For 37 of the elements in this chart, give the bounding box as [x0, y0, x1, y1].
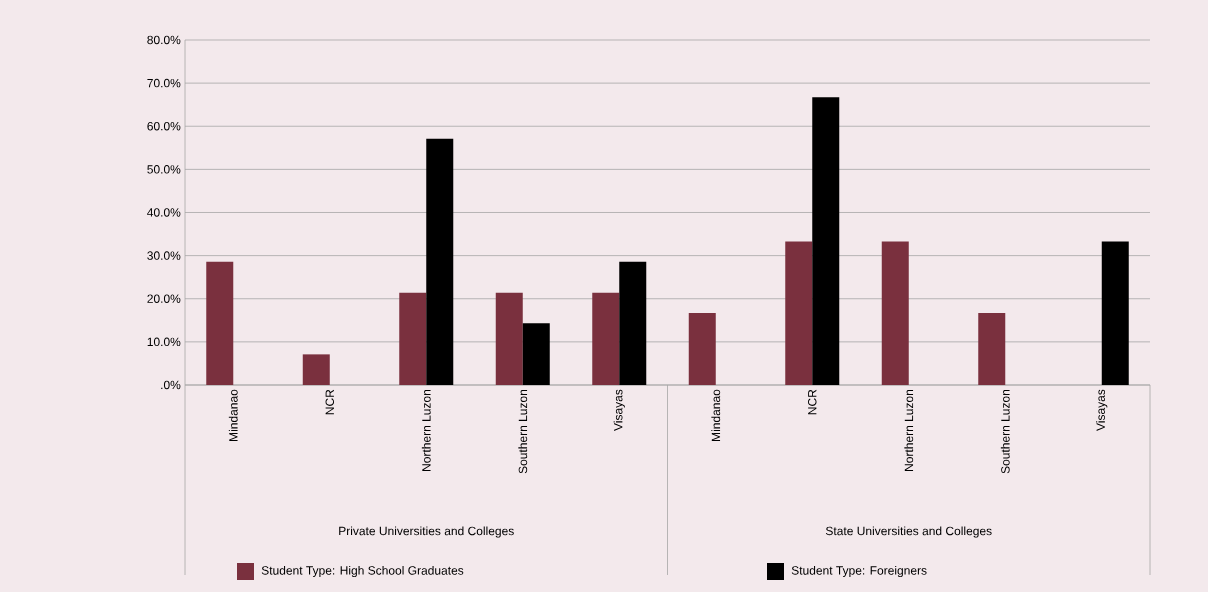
- bar: [495, 292, 523, 385]
- x-tick-label: Southern Luzon: [518, 389, 528, 474]
- text: Private Universities and Colleges: [339, 526, 514, 538]
- bar: [206, 261, 234, 385]
- x-tick-label: NCR: [808, 389, 817, 415]
- bar: [399, 292, 427, 385]
- x-tick-label: Visayas: [1096, 389, 1108, 431]
- y-tick-label: 10.0%: [147, 337, 181, 347]
- y-tick-label: 20.0%: [147, 294, 181, 303]
- x-tick-label: Mindanao: [711, 389, 721, 441]
- bar: [978, 312, 1006, 385]
- x-tick-label: Northern Luzon: [904, 389, 914, 471]
- y-tick-label: 70.0%: [147, 78, 181, 88]
- bar: [426, 138, 454, 385]
- bar: [522, 323, 550, 385]
- bar: [619, 261, 647, 385]
- bar: [812, 97, 840, 385]
- x-tick-label: Mindanao: [228, 389, 238, 441]
- x-tick-label: NCR: [325, 389, 335, 415]
- x-tick-label: Visayas: [613, 389, 625, 431]
- y-tick-label: 60.0%: [147, 121, 181, 131]
- x-tick-label: Northern Luzon: [421, 389, 431, 471]
- y-tick-label: 50.0%: [147, 165, 181, 174]
- legend-label: Student Type: Foreigners: [791, 565, 927, 578]
- x-tick-label: Southern Luzon: [1000, 389, 1010, 474]
- bar: [592, 292, 620, 385]
- bar: [1101, 241, 1129, 385]
- text: State Universities and Colleges: [825, 526, 992, 538]
- y-tick-label: 40.0%: [147, 208, 181, 217]
- bar: [688, 312, 716, 385]
- legend-label: Student Type: High School Graduates: [261, 565, 464, 578]
- bar: [302, 354, 330, 385]
- bar: [881, 241, 909, 385]
- y-tick-label: 30.0%: [147, 251, 181, 260]
- bar: [785, 241, 813, 385]
- y-tick-label: 80.0%: [147, 35, 181, 45]
- y-tick-label: .0%: [161, 380, 181, 390]
